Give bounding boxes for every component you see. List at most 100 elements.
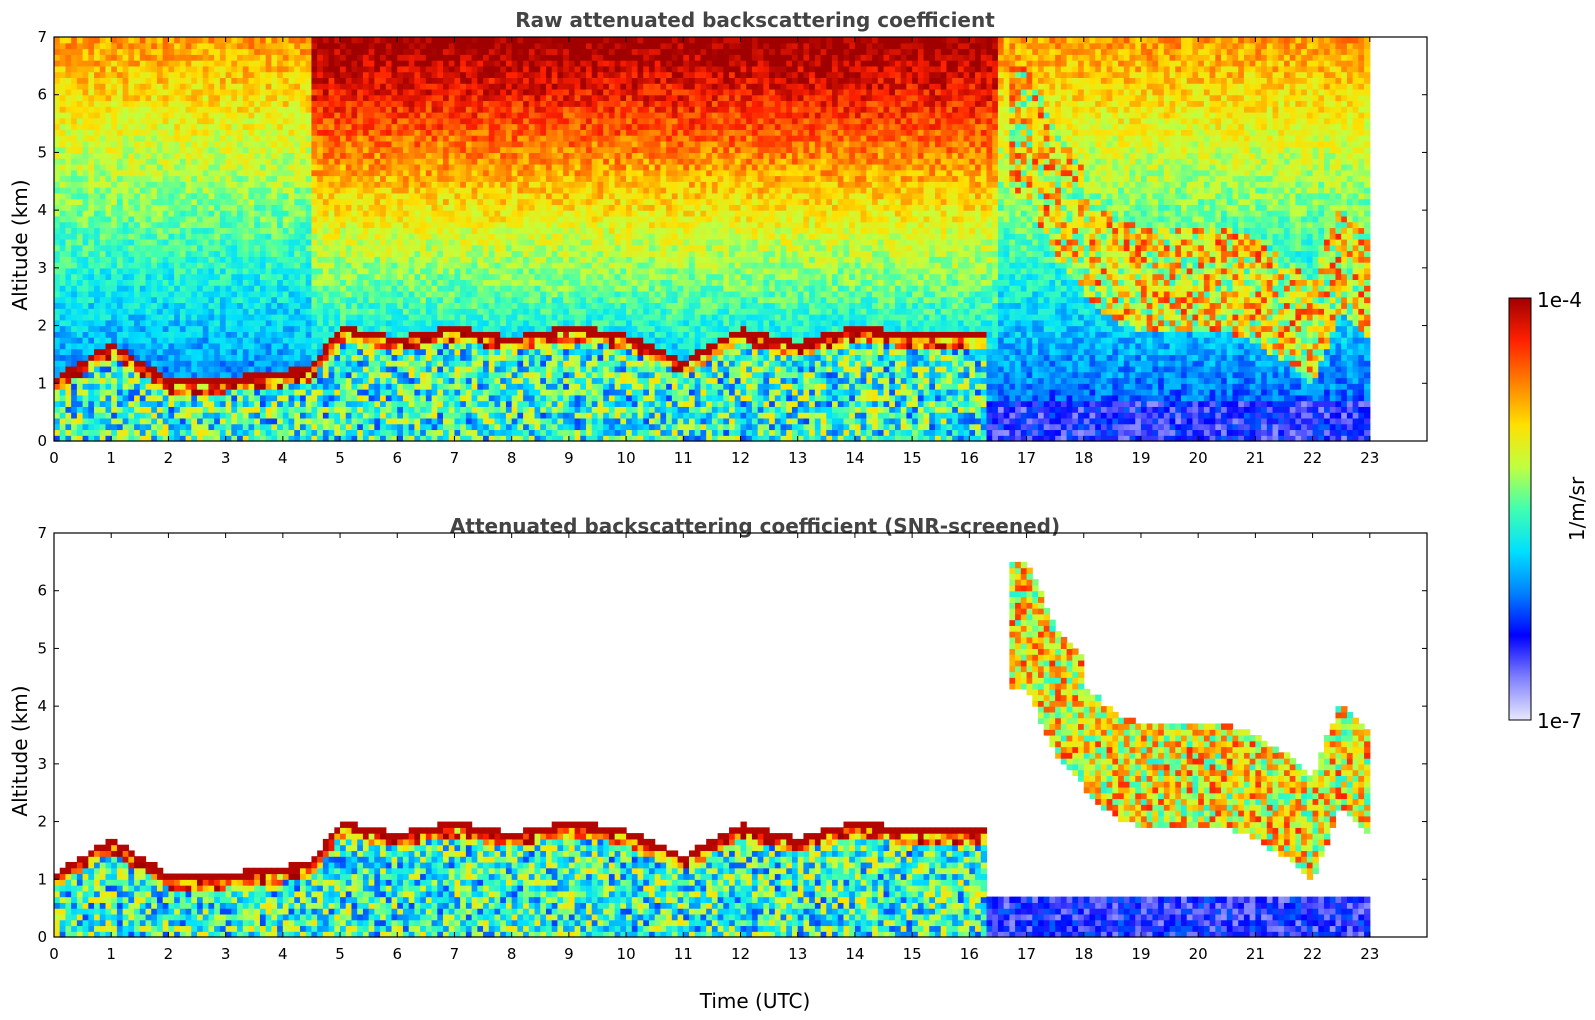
heatmap-cell bbox=[168, 412, 174, 418]
heatmap-cell bbox=[157, 60, 163, 66]
heatmap-cell bbox=[157, 343, 163, 349]
heatmap-cell bbox=[277, 89, 283, 95]
heatmap-cell bbox=[409, 37, 415, 43]
heatmap-cell bbox=[140, 54, 146, 60]
heatmap-cell bbox=[220, 66, 226, 72]
heatmap-cell bbox=[157, 124, 163, 130]
heatmap-cell bbox=[329, 383, 335, 389]
heatmap-cell bbox=[277, 176, 283, 182]
heatmap-cell bbox=[351, 262, 357, 268]
heatmap-cell bbox=[283, 112, 289, 118]
heatmap-cell bbox=[88, 37, 94, 43]
heatmap-cell bbox=[60, 256, 66, 262]
heatmap-cell bbox=[105, 77, 111, 83]
heatmap-cell bbox=[403, 49, 409, 55]
heatmap-cell bbox=[243, 262, 249, 268]
heatmap-cell bbox=[174, 89, 180, 95]
heatmap-cell bbox=[197, 170, 203, 176]
heatmap-cell bbox=[271, 302, 277, 308]
heatmap-cell bbox=[397, 66, 403, 72]
heatmap-cell bbox=[111, 89, 117, 95]
heatmap-cell bbox=[157, 164, 163, 170]
heatmap-cell bbox=[100, 66, 106, 72]
heatmap-cell bbox=[186, 158, 192, 164]
heatmap-cell bbox=[397, 372, 403, 378]
heatmap-cell bbox=[340, 383, 346, 389]
heatmap-cell bbox=[334, 60, 340, 66]
heatmap-cell bbox=[449, 193, 455, 199]
heatmap-cell bbox=[174, 77, 180, 83]
heatmap-cell bbox=[60, 72, 66, 78]
heatmap-cell bbox=[180, 314, 186, 320]
heatmap-cell bbox=[117, 60, 123, 66]
heatmap-cell bbox=[117, 354, 123, 360]
heatmap-cell bbox=[254, 204, 260, 210]
heatmap-cell bbox=[128, 164, 134, 170]
heatmap-cell bbox=[203, 227, 209, 233]
heatmap-cell bbox=[140, 147, 146, 153]
heatmap-cell bbox=[329, 401, 335, 407]
heatmap-cell bbox=[220, 262, 226, 268]
heatmap-cell bbox=[117, 141, 123, 147]
heatmap-cell bbox=[426, 193, 432, 199]
heatmap-cell bbox=[363, 95, 369, 101]
heatmap-cell bbox=[197, 152, 203, 158]
heatmap-cell bbox=[77, 83, 83, 89]
heatmap-cell bbox=[226, 320, 232, 326]
heatmap-cell bbox=[306, 268, 312, 274]
heatmap-cell bbox=[220, 181, 226, 187]
heatmap-cell bbox=[203, 308, 209, 314]
heatmap-cell bbox=[220, 314, 226, 320]
heatmap-cell bbox=[146, 66, 152, 72]
heatmap-cell bbox=[306, 360, 312, 366]
heatmap-cell bbox=[392, 268, 398, 274]
heatmap-cell bbox=[60, 83, 66, 89]
heatmap-cell bbox=[157, 326, 163, 332]
heatmap-cell bbox=[220, 424, 226, 430]
heatmap-cell bbox=[346, 112, 352, 118]
heatmap-cell bbox=[317, 245, 323, 251]
heatmap-cell bbox=[323, 181, 329, 187]
heatmap-cell bbox=[426, 233, 432, 239]
heatmap-cell bbox=[71, 302, 77, 308]
heatmap-cell bbox=[191, 100, 197, 106]
heatmap-cell bbox=[351, 124, 357, 130]
heatmap-cell bbox=[289, 135, 295, 141]
heatmap-cell bbox=[157, 291, 163, 297]
heatmap-cell bbox=[414, 383, 420, 389]
heatmap-cell bbox=[100, 89, 106, 95]
heatmap-cell bbox=[208, 302, 214, 308]
heatmap-cell bbox=[363, 43, 369, 49]
heatmap-cell bbox=[317, 118, 323, 124]
heatmap-cell bbox=[100, 176, 106, 182]
heatmap-cell bbox=[357, 395, 363, 401]
heatmap-cell bbox=[306, 227, 312, 233]
heatmap-cell bbox=[60, 181, 66, 187]
heatmap-cell bbox=[392, 354, 398, 360]
heatmap-cell bbox=[351, 429, 357, 435]
heatmap-cell bbox=[449, 406, 455, 412]
heatmap-cell bbox=[88, 389, 94, 395]
heatmap-cell bbox=[105, 124, 111, 130]
heatmap-cell bbox=[157, 302, 163, 308]
heatmap-cell bbox=[460, 412, 466, 418]
heatmap-cell bbox=[386, 147, 392, 153]
heatmap-cell bbox=[151, 308, 157, 314]
heatmap-cell bbox=[334, 43, 340, 49]
heatmap-cell bbox=[197, 291, 203, 297]
heatmap-cell bbox=[174, 124, 180, 130]
heatmap-cell bbox=[306, 77, 312, 83]
heatmap-cell bbox=[363, 187, 369, 193]
heatmap-cell bbox=[392, 43, 398, 49]
heatmap-cell bbox=[317, 354, 323, 360]
heatmap-cell bbox=[54, 129, 60, 135]
heatmap-cell bbox=[117, 251, 123, 257]
heatmap-cell bbox=[117, 199, 123, 205]
heatmap-cell bbox=[54, 343, 60, 349]
heatmap-cell bbox=[197, 216, 203, 222]
heatmap-cell bbox=[260, 204, 266, 210]
heatmap-cell bbox=[88, 170, 94, 176]
heatmap-cell bbox=[283, 314, 289, 320]
heatmap-cell bbox=[340, 118, 346, 124]
heatmap-cell bbox=[163, 60, 169, 66]
